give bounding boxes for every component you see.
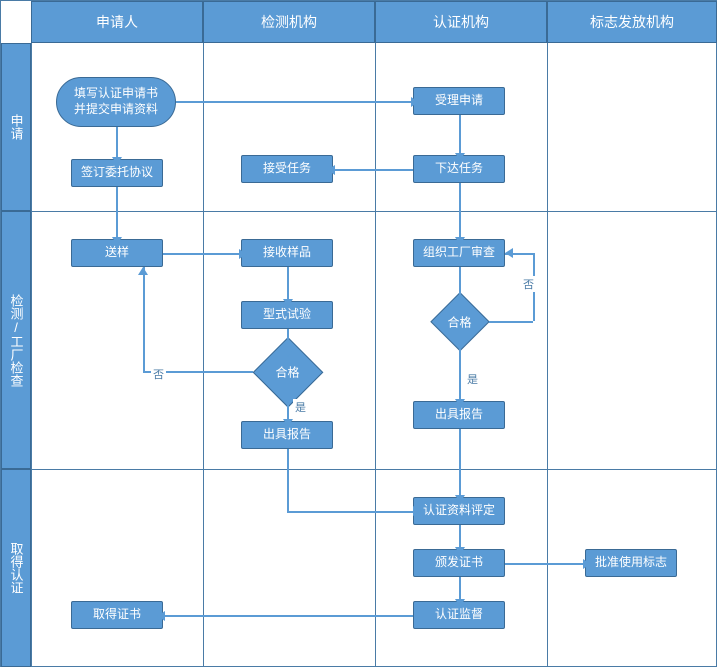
edge [143, 267, 145, 371]
arrowhead [455, 547, 465, 555]
edge [459, 340, 461, 401]
edge [163, 615, 413, 617]
node-n15: 批准使用标志 [585, 549, 677, 577]
arrowhead [411, 97, 419, 107]
arrowhead [413, 506, 421, 516]
edge [489, 321, 533, 323]
edge [459, 115, 461, 155]
node-n5: 接受任务 [241, 155, 333, 183]
node-n16: 取得证书 [71, 601, 163, 629]
grid-v [375, 43, 376, 666]
edge [287, 267, 289, 301]
edge-label: 否 [151, 366, 166, 382]
arrowhead [138, 267, 148, 275]
grid-v [547, 43, 548, 666]
edge [459, 525, 461, 549]
edge [287, 391, 289, 421]
arrowhead [455, 153, 465, 161]
arrowhead [112, 157, 122, 165]
row-header-r2: 检测/工厂检查 [1, 211, 31, 469]
arrowhead [455, 300, 465, 308]
edge [333, 169, 413, 171]
node-d1: 合格 [287, 371, 288, 372]
arrowhead [283, 419, 293, 427]
arrowhead [327, 165, 335, 175]
node-d2: 合格 [459, 321, 460, 322]
arrowhead [283, 299, 293, 307]
col-header-c2: 检测机构 [203, 1, 375, 43]
grid-h [31, 211, 716, 212]
arrowhead [112, 237, 122, 245]
grid-h [31, 469, 716, 470]
edge [459, 267, 461, 302]
edge [459, 183, 461, 239]
edge [287, 511, 413, 513]
arrowhead [455, 399, 465, 407]
edge [176, 101, 413, 103]
col-header-c4: 标志发放机构 [547, 1, 717, 43]
edge-label: 是 [293, 399, 308, 415]
edge-label: 否 [521, 276, 536, 292]
node-n7: 接收样品 [241, 239, 333, 267]
node-n3: 受理申请 [413, 87, 505, 115]
edge [459, 577, 461, 601]
edge [116, 127, 118, 159]
swimlane-flowchart: 申请人检测机构认证机构标志发放机构申请检测/工厂检查取得认证 填写认证申请书 并提… [0, 0, 717, 667]
arrowhead [239, 249, 247, 259]
node-n1: 填写认证申请书 并提交申请资料 [56, 77, 176, 127]
arrowhead [455, 599, 465, 607]
col-header-c1: 申请人 [31, 1, 203, 43]
grid-v [31, 43, 32, 666]
edge [287, 449, 289, 511]
edge [116, 187, 118, 239]
edge [505, 563, 585, 565]
arrowhead [157, 611, 165, 621]
edge [287, 329, 289, 351]
arrowhead [283, 349, 293, 357]
row-header-r3: 取得认证 [1, 469, 31, 667]
arrowhead [455, 237, 465, 245]
arrowhead [505, 248, 513, 258]
col-header-c3: 认证机构 [375, 1, 547, 43]
arrowhead [583, 559, 591, 569]
grid-v [203, 43, 204, 666]
edge [163, 253, 241, 255]
edge-label: 是 [465, 371, 480, 387]
arrowhead [455, 495, 465, 503]
edge [459, 429, 461, 497]
row-header-r1: 申请 [1, 43, 31, 211]
